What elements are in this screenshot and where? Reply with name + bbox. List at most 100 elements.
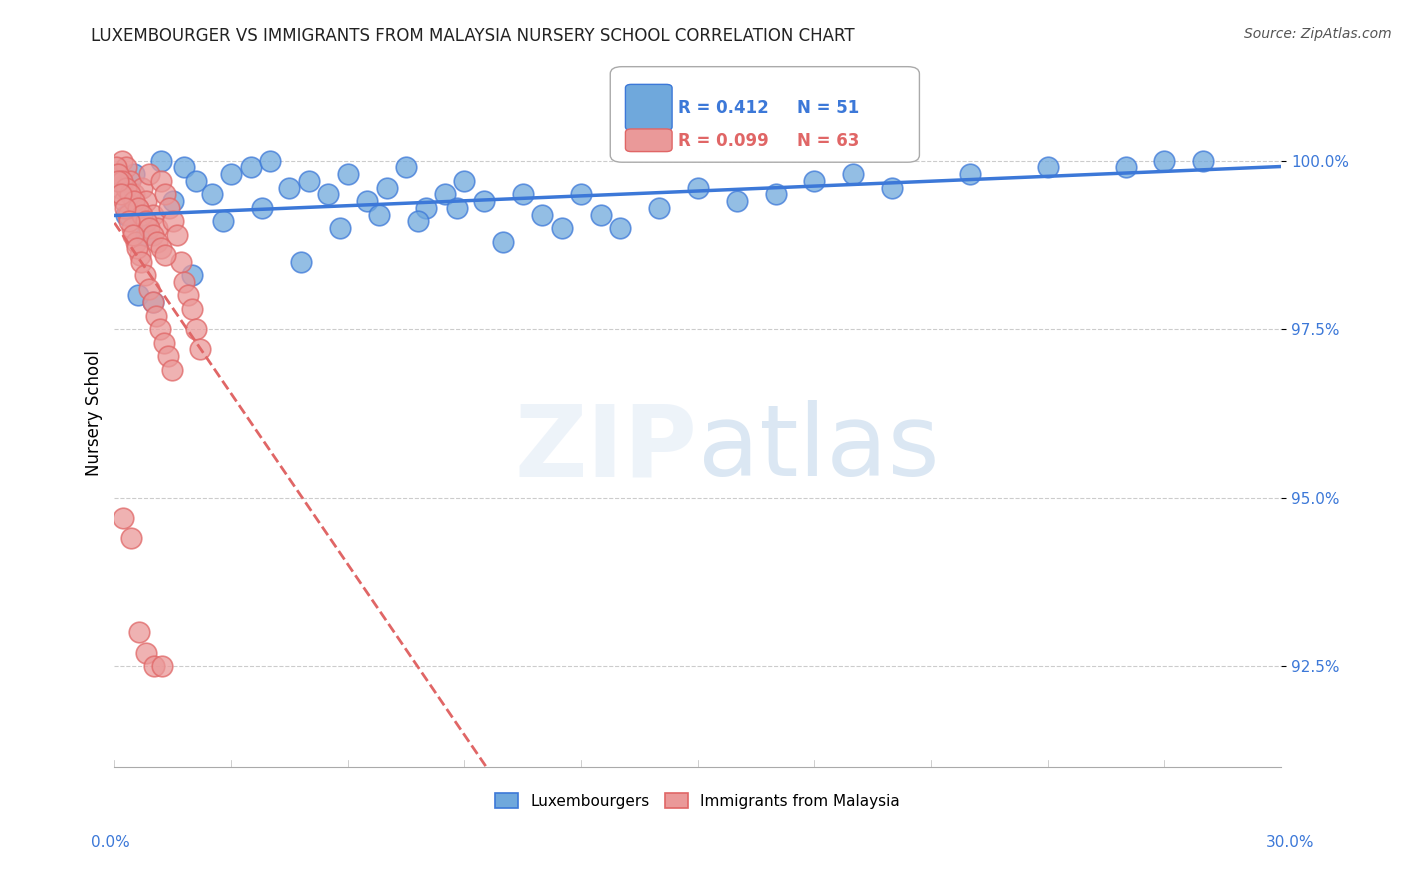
Point <box>110 180 132 194</box>
FancyBboxPatch shape <box>610 67 920 162</box>
Point <box>138 167 160 181</box>
Point <box>1192 153 1215 168</box>
Point <box>184 322 207 336</box>
Text: ZIP: ZIP <box>515 401 697 498</box>
Point <box>142 227 165 242</box>
Point <box>375 180 398 194</box>
Point <box>122 187 145 202</box>
Point <box>110 187 132 202</box>
Point <box>107 167 129 181</box>
Point <box>250 201 273 215</box>
Point <box>146 221 169 235</box>
Point <box>765 187 787 202</box>
Point <box>127 201 149 215</box>
Point <box>150 241 173 255</box>
Point <box>1115 161 1137 175</box>
Point <box>177 288 200 302</box>
Point <box>134 268 156 283</box>
Point <box>395 161 418 175</box>
Point <box>290 254 312 268</box>
Point <box>181 301 204 316</box>
Point <box>112 194 135 208</box>
Point <box>492 235 515 249</box>
Point <box>122 167 145 181</box>
Point <box>131 208 153 222</box>
FancyBboxPatch shape <box>626 85 672 130</box>
Point <box>105 161 128 175</box>
Point <box>153 248 176 262</box>
Point <box>128 248 150 262</box>
Point <box>115 180 138 194</box>
Point <box>181 268 204 283</box>
Point <box>959 167 981 181</box>
Point <box>406 214 429 228</box>
Point <box>129 254 152 268</box>
Point <box>138 282 160 296</box>
Point <box>160 362 183 376</box>
Point <box>446 201 468 215</box>
Point <box>162 194 184 208</box>
Point <box>121 221 143 235</box>
Point <box>135 646 157 660</box>
Point <box>648 201 671 215</box>
Point <box>107 174 129 188</box>
Point <box>122 227 145 242</box>
Text: R = 0.099: R = 0.099 <box>678 132 769 150</box>
Point <box>472 194 495 208</box>
Point <box>415 201 437 215</box>
Point <box>725 194 748 208</box>
Point <box>219 167 242 181</box>
Text: N = 63: N = 63 <box>797 132 859 150</box>
Point <box>531 208 554 222</box>
Point <box>127 288 149 302</box>
Point <box>135 214 157 228</box>
Point <box>153 335 176 350</box>
Point <box>117 208 139 222</box>
Point <box>142 208 165 222</box>
Point <box>550 221 572 235</box>
Point <box>135 227 157 242</box>
Point <box>115 208 138 222</box>
Point <box>141 295 163 310</box>
Point <box>128 625 150 640</box>
Point <box>184 174 207 188</box>
Point <box>329 221 352 235</box>
Point <box>125 235 148 249</box>
Point <box>150 153 173 168</box>
Point <box>125 241 148 255</box>
Point <box>336 167 359 181</box>
Point <box>259 153 281 168</box>
Point <box>278 180 301 194</box>
Point <box>131 180 153 194</box>
Point <box>609 221 631 235</box>
Point <box>318 187 340 202</box>
Point <box>188 343 211 357</box>
Text: 0.0%: 0.0% <box>91 836 131 850</box>
Point <box>569 187 592 202</box>
Point <box>173 161 195 175</box>
Point <box>589 208 612 222</box>
Point <box>157 201 180 215</box>
Point <box>153 187 176 202</box>
Text: 30.0%: 30.0% <box>1267 836 1315 850</box>
Point <box>356 194 378 208</box>
Point <box>118 214 141 228</box>
Point <box>433 187 456 202</box>
Point <box>803 174 825 188</box>
Point <box>143 659 166 673</box>
Point <box>111 174 134 188</box>
Point <box>157 349 180 363</box>
Point <box>1036 161 1059 175</box>
Point <box>145 309 167 323</box>
Point <box>512 187 534 202</box>
Point <box>1153 153 1175 168</box>
Point <box>298 174 321 188</box>
Text: LUXEMBOURGER VS IMMIGRANTS FROM MALAYSIA NURSERY SCHOOL CORRELATION CHART: LUXEMBOURGER VS IMMIGRANTS FROM MALAYSIA… <box>91 27 855 45</box>
Point <box>115 161 138 175</box>
Point <box>166 227 188 242</box>
FancyBboxPatch shape <box>626 129 672 152</box>
Point <box>118 187 141 202</box>
Point <box>114 201 136 215</box>
Point <box>239 161 262 175</box>
Point <box>111 153 134 168</box>
